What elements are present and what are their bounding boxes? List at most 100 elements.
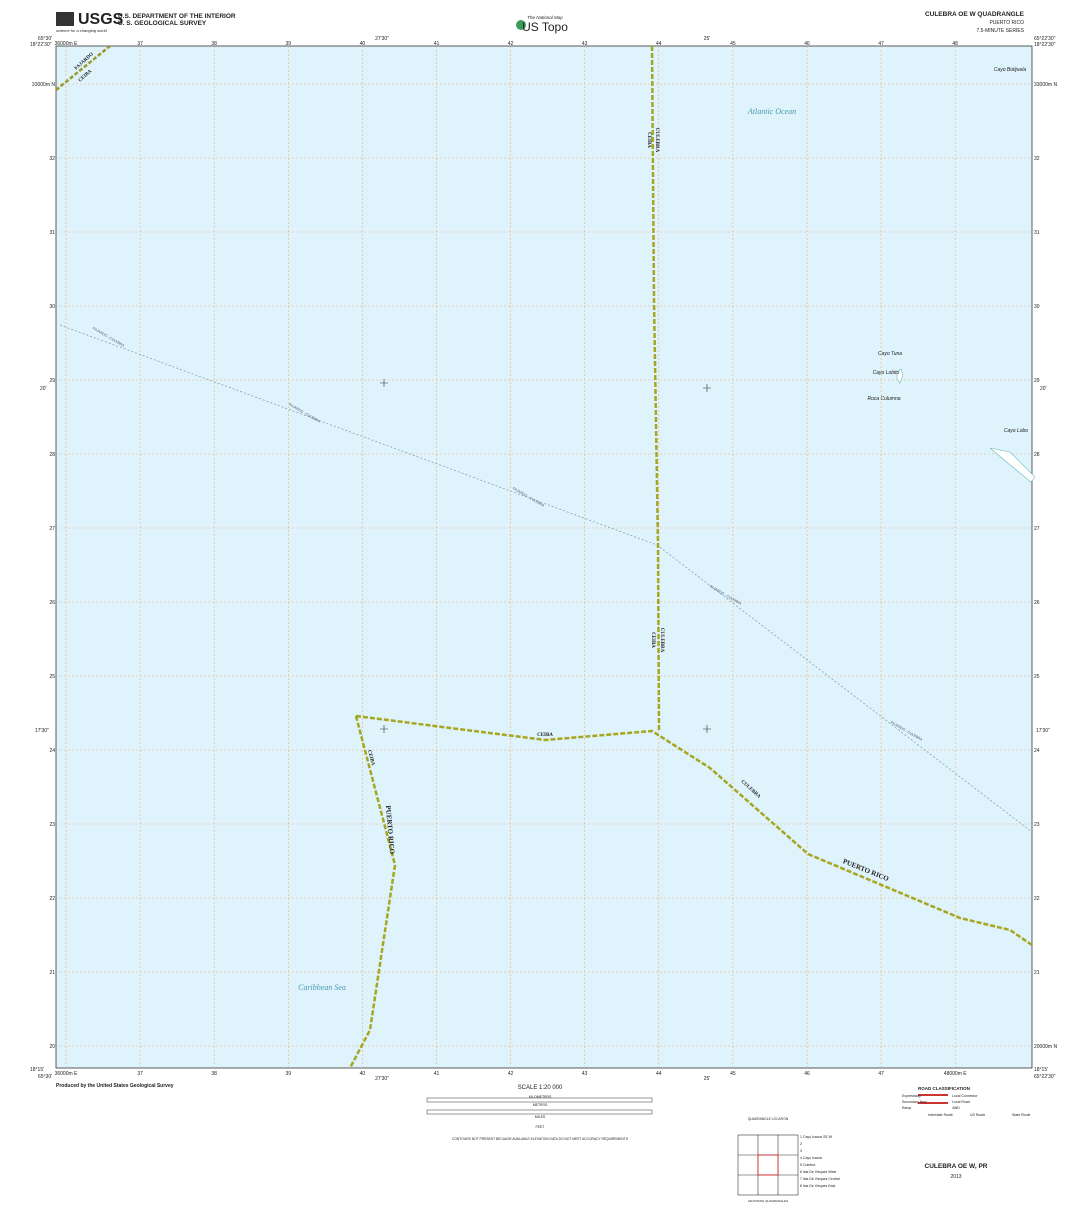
label: 48 [952,41,958,47]
label: 4 Cayo Icacos [800,1156,822,1160]
boundary [355,714,1033,947]
label: 36000m E [55,1071,78,1077]
label: 18°22'30" [30,42,52,48]
label: 7 Isla De Vieques Central [800,1177,840,1181]
label: 17'30" [35,728,49,734]
label: Cayo Tuna [878,351,902,357]
label: 25' [704,1076,711,1082]
label: 36000m E [55,41,78,47]
label: 17'30" [1036,728,1050,734]
topo-logo [516,20,526,30]
label: Roca Culumna [867,396,900,402]
label: 23 [1034,822,1040,828]
label: 26 [1034,600,1040,606]
label: 2 [800,1142,802,1146]
label: U.S. DEPARTMENT OF THE INTERIOR [118,13,236,20]
label: FEET [536,1125,546,1129]
label: CULEBRA OE W QUADRANGLE [925,11,1025,18]
label: 27 [1034,526,1040,532]
label: 27'30" [375,36,389,42]
label: CULEBRA [659,628,664,653]
label: 32 [49,156,55,162]
graticule-cross [380,379,711,733]
label: 28 [1034,452,1040,458]
label: 30 [49,304,55,310]
label: 4WD [952,1106,960,1110]
label: 25' [704,36,711,42]
scale-bar [426,1097,653,1103]
label: 43 [582,1071,588,1077]
label: 42 [508,41,514,47]
label: CONTOURS NOT PRESENT BECAUSE AVAILABLE E… [452,1137,629,1141]
label: CEIBA [650,632,655,648]
label: 6 Isla De Vieques West [800,1170,836,1174]
label: 40 [360,1071,366,1077]
label: CEIBA [537,733,553,738]
label: 38 [211,41,217,47]
label: 37 [137,41,143,47]
label: 27 [49,526,55,532]
label: 29 [1034,378,1040,384]
label: 45 [730,1071,736,1077]
product-title: US Topo [522,20,568,34]
label: 31 [1034,230,1040,236]
label: SCALE 1:20 000 [518,1085,563,1091]
label: 20000m N [1034,1044,1057,1050]
label: U. S. GEOLOGICAL SURVEY [118,20,207,27]
label: Secondary Hwy [902,1100,927,1104]
label: 44 [656,41,662,47]
label: 43 [582,41,588,47]
label: 65°22'30" [1034,1074,1056,1080]
label: 33000m N [32,82,55,88]
label: KILOMETERS [529,1095,552,1099]
scale-bar [426,1109,653,1115]
label: METERS [533,1103,548,1107]
label: CULEBRA OE W, PR [925,1163,988,1170]
label: 42 [508,1071,514,1077]
road-symbol [918,1094,948,1104]
label: 25 [49,674,55,680]
label: 48000m E [944,1071,967,1077]
label: ROAD CLASSIFICATION [918,1086,970,1091]
label: 20 [49,1044,55,1050]
label: 45 [730,41,736,47]
label: 39 [286,1071,292,1077]
boundary [650,45,661,732]
label: State Route [1012,1113,1031,1117]
label: 29 [49,378,55,384]
label: PUERTO RICO [989,20,1024,26]
label: 47 [878,41,884,47]
label: 2013 [950,1174,961,1180]
label: 39 [286,41,292,47]
label: 1 Cayo Icacos SE W [800,1135,833,1139]
label: science for a changing world [56,28,107,33]
map-body [55,45,1033,1069]
label: 33000m N [1034,82,1057,88]
label: Cayo Lobo [1004,428,1028,434]
label: 41 [434,41,440,47]
adjoining-grid [738,1135,798,1195]
label: CULEBRA [654,128,659,153]
label: 32 [1034,156,1040,162]
label: QUADRANGLE LOCATION [748,1117,789,1121]
label: 37 [137,1071,143,1077]
label: 26 [49,600,55,606]
label: Caribbean Sea [298,983,346,992]
label: 22 [1034,896,1040,902]
label: US Route [970,1113,985,1117]
label: 24 [49,748,55,754]
label: 21 [1034,970,1040,976]
label: 65°30' [38,36,52,42]
label: Ramp [902,1106,911,1110]
adjoining-grid [737,1134,799,1196]
label: 18°15' [1034,1067,1048,1073]
label: 20' [40,386,47,392]
current-quad [757,1154,779,1176]
label: 28 [49,452,55,458]
island [896,368,904,384]
label: Local Road [952,1100,970,1104]
label: 47 [878,1071,884,1077]
logo-text: USGS [78,11,124,28]
label: 41 [434,1071,440,1077]
